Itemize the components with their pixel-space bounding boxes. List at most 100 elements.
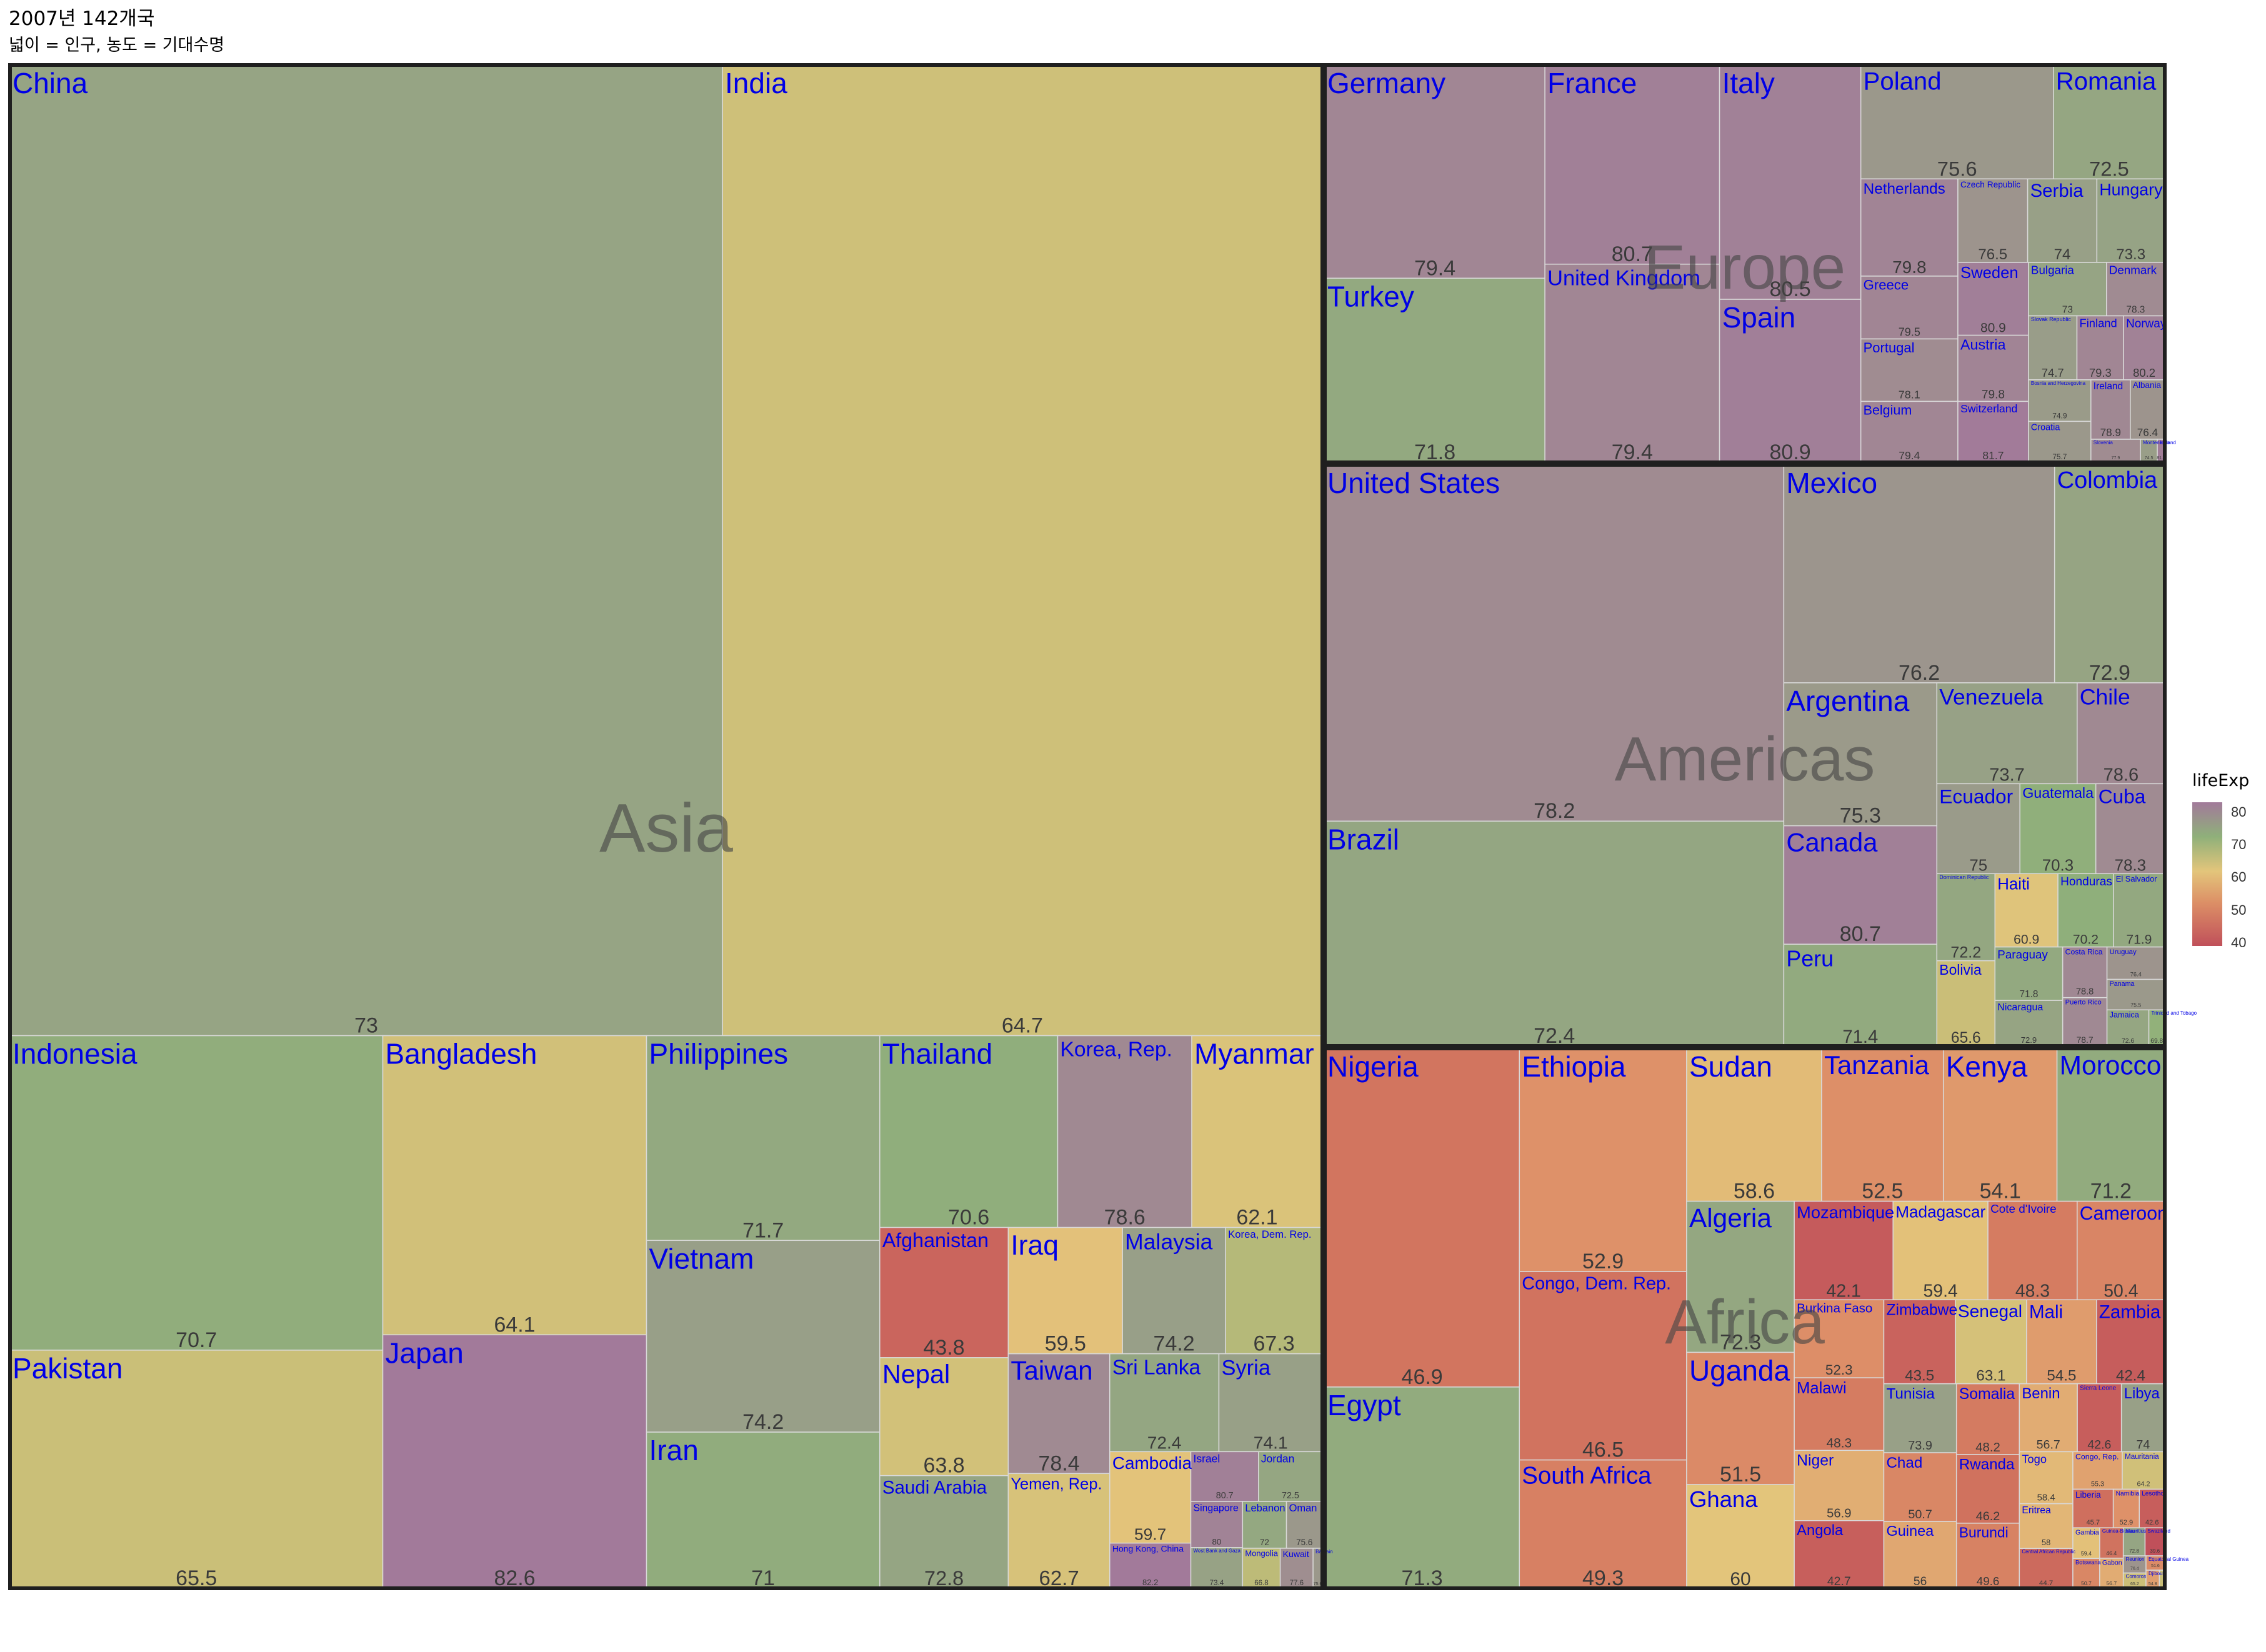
label-korea-dem-rep: Korea, Dem. Rep. <box>1228 1228 1311 1240</box>
cell-bulgaria <box>2028 262 2107 317</box>
value-pakistan: 65.5 <box>176 1566 217 1590</box>
label-uganda: Uganda <box>1689 1355 1790 1387</box>
continent-label-americas: Americas <box>1615 724 1875 794</box>
value-zimbabwe: 43.5 <box>1905 1368 1934 1385</box>
label-namibia: Namibia <box>2116 1491 2140 1498</box>
value-serbia: 74 <box>2054 246 2071 263</box>
label-united-kingdom: United Kingdom <box>1547 267 1700 291</box>
cell-cuba <box>2095 783 2165 875</box>
label-kenya: Kenya <box>1946 1050 2028 1083</box>
value-namibia: 52.9 <box>2120 1519 2134 1526</box>
cell-kuwait <box>1279 1548 1314 1589</box>
label-japan: Japan <box>386 1336 464 1369</box>
label-panama: Panama <box>2110 980 2135 988</box>
value-reunion: 76.4 <box>2130 1567 2139 1571</box>
cell-afghanistan <box>879 1227 1009 1358</box>
label-saudi-arabia: Saudi Arabia <box>882 1478 987 1498</box>
label-sweden: Sweden <box>1960 264 2019 282</box>
label-iraq: Iraq <box>1011 1230 1059 1261</box>
cell-serbia <box>2027 178 2098 263</box>
value-el-salvador: 71.9 <box>2126 933 2152 947</box>
label-eritrea: Eritrea <box>2022 1505 2051 1516</box>
cell-myanmar <box>1191 1035 1323 1228</box>
cell-burundi <box>1955 1523 2020 1589</box>
value-finland: 79.3 <box>2089 366 2112 379</box>
label-egypt: Egypt <box>1327 1389 1401 1421</box>
label-germany: Germany <box>1327 67 1445 99</box>
label-mexico: Mexico <box>1786 467 1877 499</box>
value-oman: 75.6 <box>1296 1538 1312 1547</box>
label-hungary: Hungary <box>2099 181 2163 199</box>
label-united-states: United States <box>1327 467 1500 499</box>
value-angola: 42.7 <box>1827 1575 1851 1588</box>
label-nepal: Nepal <box>882 1360 950 1389</box>
label-guatemala: Guatemala <box>2022 785 2094 801</box>
label-mauritius: Mauritius <box>2126 1528 2146 1534</box>
label-madagascar: Madagascar <box>1895 1202 1985 1221</box>
value-myanmar: 62.1 <box>1236 1206 1277 1230</box>
value-ireland: 78.9 <box>2100 427 2121 439</box>
cell-germany <box>1324 64 1545 279</box>
label-spain: Spain <box>1722 301 1796 334</box>
continent-label-europe: Europe <box>1644 232 1845 302</box>
legend-tick <box>2222 909 2227 911</box>
cell-angola <box>1794 1520 1885 1589</box>
value-montenegro: 74.5 <box>2145 456 2154 460</box>
cell-yemen-rep <box>1007 1473 1111 1589</box>
label-israel: Israel <box>1194 1453 1220 1465</box>
cell-indonesia <box>9 1035 384 1351</box>
cell-rwanda <box>1955 1454 2020 1524</box>
legend-tick-label: 60 <box>2231 869 2247 885</box>
label-nicaragua: Nicaragua <box>1997 1002 2043 1013</box>
label-croatia: Croatia <box>2031 423 2060 433</box>
label-libya: Libya <box>2124 1385 2160 1402</box>
label-slovenia: Slovenia <box>2094 440 2114 445</box>
cell-spain <box>1719 299 1862 463</box>
value-rwanda: 46.2 <box>1976 1510 2000 1523</box>
label-guinea-bissau: Guinea-Bissau <box>2102 1528 2135 1534</box>
value-kenya: 54.1 <box>1980 1180 2021 1203</box>
cell-mozambique <box>1794 1200 1894 1301</box>
value-mauritius: 72.8 <box>2129 1548 2139 1554</box>
label-india: India <box>725 67 787 99</box>
plot-frame <box>9 64 2166 1590</box>
value-sri-lanka: 72.4 <box>1147 1432 1182 1452</box>
value-ghana: 60 <box>1730 1569 1750 1590</box>
value-madagascar: 59.4 <box>1924 1281 1958 1301</box>
label-central-african-republic: Central African Republic <box>2022 1549 2075 1555</box>
value-korea-dem-rep: 67.3 <box>1253 1332 1294 1356</box>
label-portugal: Portugal <box>1864 340 1915 356</box>
cell-zimbabwe <box>1883 1299 1956 1385</box>
value-cote-d-ivoire: 48.3 <box>2015 1281 2050 1301</box>
cell-togo <box>2019 1451 2074 1505</box>
value-chile: 78.6 <box>2104 765 2139 785</box>
label-rwanda: Rwanda <box>1959 1456 2015 1473</box>
value-mauritania: 64.2 <box>2137 1481 2150 1488</box>
label-malaysia: Malaysia <box>1125 1229 1212 1254</box>
label-norway: Norway <box>2126 317 2167 331</box>
label-oman: Oman <box>1289 1503 1317 1514</box>
cell-switzerland <box>1957 401 2029 463</box>
value-china: 73 <box>354 1014 378 1038</box>
cell-gambia <box>2072 1527 2100 1560</box>
cell-nigeria <box>1324 1048 1520 1388</box>
value-gambia: 59.4 <box>2081 1550 2092 1556</box>
legend-tick-label: 70 <box>2231 836 2247 852</box>
value-burundi: 49.6 <box>1977 1575 1999 1588</box>
label-angola: Angola <box>1797 1522 1844 1539</box>
cell-jamaica <box>2106 1009 2150 1047</box>
value-israel: 80.7 <box>1216 1491 1234 1501</box>
value-mozambique: 42.1 <box>1827 1281 1861 1301</box>
label-taiwan: Taiwan <box>1011 1356 1092 1385</box>
value-slovak-republic: 74.7 <box>2042 366 2064 379</box>
label-romania: Romania <box>2056 67 2157 95</box>
value-brazil: 72.4 <box>1534 1024 1575 1048</box>
value-portugal: 78.1 <box>1899 388 1920 401</box>
value-tanzania: 52.5 <box>1862 1180 1903 1203</box>
value-tunisia: 73.9 <box>1908 1439 1932 1453</box>
cell-mauritius <box>2122 1527 2146 1556</box>
cell-hong-kong-china <box>1109 1542 1192 1589</box>
label-greece: Greece <box>1864 277 1909 293</box>
cell-congo-rep <box>2072 1451 2123 1490</box>
value-korea-rep: 78.6 <box>1104 1206 1145 1230</box>
